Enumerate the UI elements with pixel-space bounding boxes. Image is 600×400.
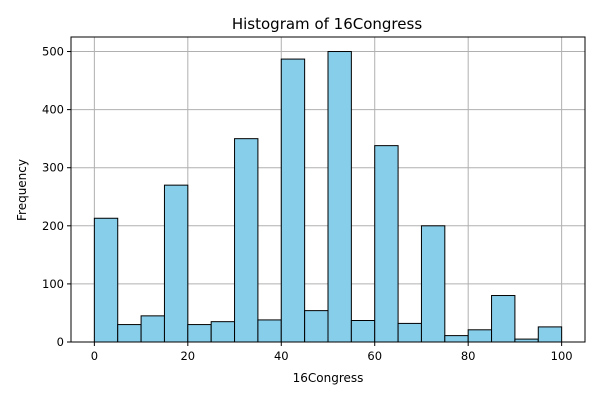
y-tick-label: 0 — [57, 335, 64, 349]
histogram-bar — [537, 326, 563, 343]
histogram-bar — [234, 138, 259, 343]
histogram-bar — [117, 324, 142, 343]
histogram-bar — [420, 225, 446, 343]
histogram-bar — [327, 51, 352, 343]
y-tick-label: 100 — [42, 277, 64, 291]
x-tick-label: 40 — [274, 349, 289, 363]
histogram-bar — [280, 58, 306, 343]
y-axis-ticks: 0 100 200 300 400 500 — [42, 45, 71, 349]
histogram-bar — [444, 335, 469, 343]
histogram-bar — [140, 315, 165, 343]
x-axis-ticks: 0 20 40 60 80 100 — [91, 342, 573, 363]
x-tick-label: 100 — [551, 349, 573, 363]
histogram-bar — [210, 321, 236, 343]
y-tick-label: 400 — [42, 103, 64, 117]
histogram-bar — [467, 329, 493, 343]
histogram-bar — [163, 184, 189, 343]
x-tick-label: 0 — [91, 349, 98, 363]
plot-frame — [70, 36, 586, 343]
x-tick-label: 20 — [180, 349, 195, 363]
y-tick-label: 300 — [42, 161, 64, 175]
histogram-bar — [350, 320, 376, 343]
histogram-bar — [304, 310, 329, 343]
y-axis-label: Frequency — [15, 159, 29, 221]
histogram-bar — [93, 217, 119, 343]
x-axis-label: 16Congress — [293, 371, 364, 385]
y-tick-label: 500 — [42, 45, 64, 59]
histogram-bar — [491, 295, 516, 343]
chart-title: Histogram of 16Congress — [232, 15, 422, 33]
histogram-bar — [187, 324, 212, 343]
y-tick-label: 200 — [42, 219, 64, 233]
histogram-bar — [257, 319, 282, 343]
histogram-bar — [397, 322, 422, 343]
histogram-bar — [374, 145, 399, 343]
x-tick-label: 60 — [367, 349, 382, 363]
bars-group — [93, 51, 563, 343]
x-tick-label: 80 — [461, 349, 476, 363]
